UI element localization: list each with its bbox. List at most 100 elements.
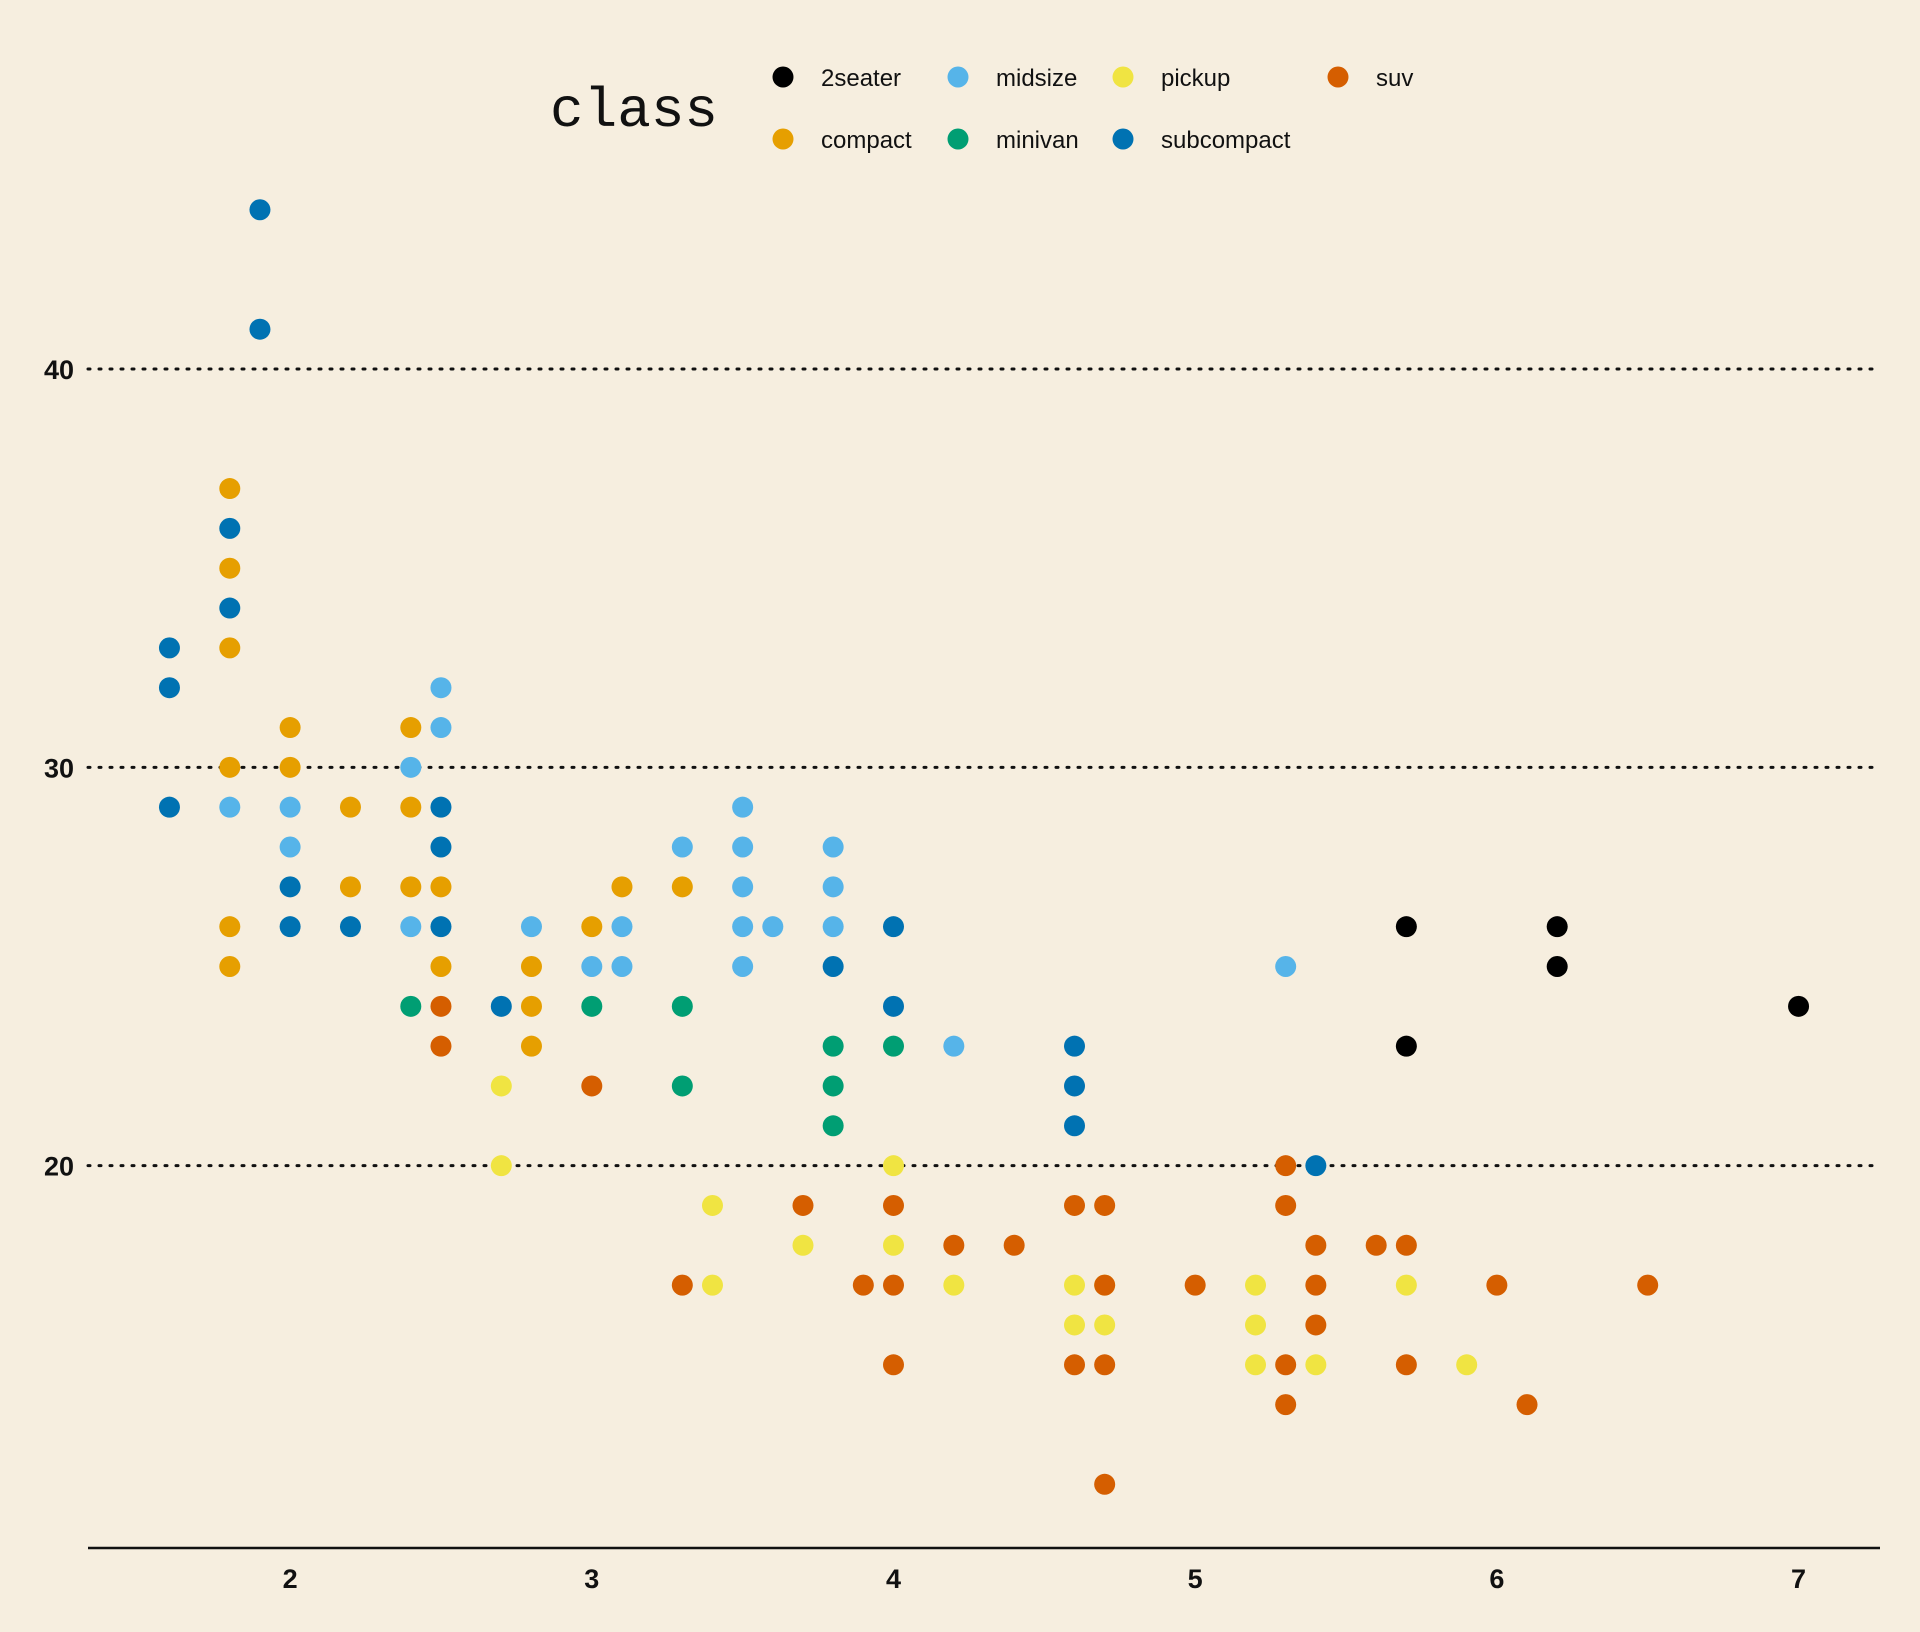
legend-key-suv: [1327, 66, 1349, 88]
point-suv: [430, 1035, 452, 1057]
point-suv: [671, 1274, 693, 1296]
point-compact: [520, 955, 542, 977]
point-subcompact: [1064, 1115, 1086, 1137]
point-suv: [1094, 1354, 1116, 1376]
point-subcompact: [1305, 1155, 1327, 1177]
point-suv: [1003, 1234, 1025, 1256]
point-pickup: [943, 1274, 965, 1296]
point-pickup: [1456, 1354, 1478, 1376]
point-minivan: [581, 995, 603, 1017]
point-compact: [520, 1035, 542, 1057]
point-compact: [219, 916, 241, 938]
point-minivan: [671, 995, 693, 1017]
point-suv: [943, 1234, 965, 1256]
point-pickup: [1094, 1314, 1116, 1336]
point-suv: [882, 1354, 904, 1376]
point-minivan: [822, 1035, 844, 1057]
point-pickup: [701, 1274, 723, 1296]
point-subcompact: [1064, 1075, 1086, 1097]
legend-label-compact: compact: [821, 127, 912, 154]
point-midsize: [822, 916, 844, 938]
point-pickup: [1245, 1274, 1267, 1296]
point-subcompact: [158, 677, 180, 699]
point-subcompact: [882, 995, 904, 1017]
x-tick-label-6: 6: [1489, 1564, 1504, 1594]
point-midsize: [430, 717, 452, 739]
point-compact: [581, 916, 603, 938]
legend-label-subcompact: subcompact: [1161, 127, 1291, 154]
point-subcompact: [249, 199, 271, 221]
point-suv: [882, 1274, 904, 1296]
legend-key-compact: [772, 128, 794, 150]
point-suv: [1094, 1194, 1116, 1216]
point-pickup: [882, 1234, 904, 1256]
point-2seater: [1546, 955, 1568, 977]
point-suv: [1305, 1314, 1327, 1336]
point-subcompact: [249, 318, 271, 340]
legend-label-pickup: pickup: [1161, 65, 1230, 92]
point-2seater: [1788, 995, 1810, 1017]
x-tick-label-4: 4: [886, 1564, 901, 1594]
point-subcompact: [490, 995, 512, 1017]
point-suv: [1395, 1354, 1417, 1376]
legend-label-midsize: midsize: [996, 65, 1077, 92]
point-compact: [339, 796, 361, 818]
data-points: [158, 199, 1810, 1495]
point-pickup: [490, 1075, 512, 1097]
point-suv: [852, 1274, 874, 1296]
point-midsize: [732, 916, 754, 938]
point-midsize: [219, 796, 241, 818]
gridlines: [86, 367, 1882, 1168]
point-suv: [1275, 1354, 1297, 1376]
point-compact: [279, 756, 301, 778]
point-compact: [430, 955, 452, 977]
point-suv: [1305, 1234, 1327, 1256]
point-suv: [1275, 1394, 1297, 1416]
point-suv: [792, 1194, 814, 1216]
point-compact: [219, 756, 241, 778]
point-pickup: [1305, 1354, 1327, 1376]
point-minivan: [822, 1075, 844, 1097]
point-suv: [430, 995, 452, 1017]
point-suv: [882, 1194, 904, 1216]
point-suv: [1637, 1274, 1659, 1296]
y-tick-label-40: 40: [44, 355, 74, 385]
x-tick-label-3: 3: [584, 1564, 599, 1594]
point-compact: [400, 717, 422, 739]
point-suv: [1064, 1354, 1086, 1376]
point-compact: [219, 637, 241, 659]
point-pickup: [792, 1234, 814, 1256]
point-midsize: [430, 677, 452, 699]
legend: class 2seater compact midsize minivan pickup…: [550, 65, 1413, 154]
legend-key-midsize: [947, 66, 969, 88]
point-2seater: [1395, 916, 1417, 938]
point-subcompact: [882, 916, 904, 938]
point-midsize: [943, 1035, 965, 1057]
legend-key-subcompact: [1112, 128, 1134, 150]
point-subcompact: [279, 876, 301, 898]
point-midsize: [1275, 955, 1297, 977]
point-subcompact: [158, 796, 180, 818]
point-midsize: [671, 836, 693, 858]
point-pickup: [1395, 1274, 1417, 1296]
legend-label-minivan: minivan: [996, 127, 1079, 154]
point-subcompact: [279, 916, 301, 938]
point-suv: [1486, 1274, 1508, 1296]
legend-key-2seater: [772, 66, 794, 88]
point-2seater: [1546, 916, 1568, 938]
point-subcompact: [219, 517, 241, 539]
y-tick-label-30: 30: [44, 753, 74, 783]
point-midsize: [822, 876, 844, 898]
legend-label-2seater: 2seater: [821, 65, 901, 92]
point-subcompact: [822, 955, 844, 977]
point-compact: [671, 876, 693, 898]
point-suv: [1275, 1194, 1297, 1216]
x-tick-label-7: 7: [1791, 1564, 1806, 1594]
point-midsize: [279, 796, 301, 818]
point-midsize: [732, 955, 754, 977]
x-tick-label-2: 2: [283, 1564, 298, 1594]
legend-key-minivan: [947, 128, 969, 150]
point-midsize: [762, 916, 784, 938]
point-suv: [1305, 1274, 1327, 1296]
